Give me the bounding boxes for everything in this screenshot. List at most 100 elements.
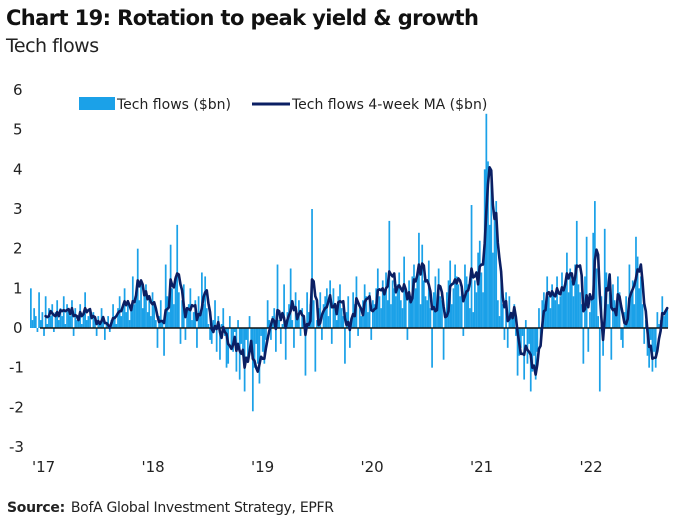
- bar: [33, 308, 36, 328]
- bar: [344, 328, 346, 364]
- bar: [240, 328, 243, 344]
- bar: [197, 296, 200, 328]
- bar: [43, 328, 45, 336]
- bar: [335, 320, 338, 328]
- bar: [76, 320, 78, 328]
- bar: [564, 280, 567, 328]
- bar: [547, 296, 550, 328]
- bar: [215, 328, 218, 352]
- bar: [301, 308, 304, 328]
- bar: [99, 324, 101, 328]
- bar: [422, 280, 425, 328]
- bar: [61, 316, 63, 328]
- bar: [664, 312, 667, 328]
- bar: [196, 328, 198, 348]
- bar: [53, 328, 55, 332]
- bar: [141, 308, 144, 328]
- bar: [633, 304, 636, 328]
- bar: [416, 272, 419, 328]
- bar: [380, 308, 382, 328]
- bar: [322, 304, 325, 328]
- bar: [82, 312, 85, 328]
- bar: [207, 324, 210, 328]
- bar: [225, 328, 228, 368]
- bar: [108, 328, 111, 332]
- bar: [442, 328, 445, 360]
- bar: [401, 308, 404, 328]
- bar: [360, 316, 363, 328]
- bar: [102, 320, 105, 328]
- bar: [230, 328, 233, 348]
- bar: [69, 316, 72, 328]
- bar: [339, 284, 341, 328]
- bar: [589, 312, 591, 328]
- bar: [473, 280, 476, 328]
- bar: [577, 284, 580, 328]
- bar: [630, 292, 632, 328]
- bar: [312, 300, 315, 328]
- bar: [638, 288, 641, 328]
- bar: [250, 328, 253, 348]
- bar: [62, 296, 65, 328]
- bar: [501, 304, 504, 328]
- bar: [625, 296, 627, 328]
- bar: [626, 320, 629, 328]
- bar: [253, 328, 256, 368]
- bar: [608, 292, 611, 328]
- bar: [279, 328, 282, 344]
- bar: [559, 296, 562, 328]
- bar: [133, 304, 136, 328]
- y-tick-label: 5: [13, 121, 23, 139]
- bar: [273, 308, 276, 328]
- bar: [34, 316, 37, 328]
- bar: [503, 328, 506, 340]
- bar: [666, 308, 669, 328]
- bar: [557, 304, 560, 328]
- bar: [357, 328, 359, 336]
- chart-title: Chart 19: Rotation to peak yield & growt…: [6, 6, 479, 30]
- bar: [255, 328, 257, 344]
- bar: [551, 284, 553, 328]
- bar: [316, 320, 318, 328]
- legend-label-tech-flows-ma: Tech flows 4-week MA ($bn): [291, 97, 487, 113]
- bar: [590, 296, 593, 328]
- bar: [192, 312, 195, 328]
- bar: [524, 320, 527, 328]
- bar: [304, 328, 307, 376]
- bar: [291, 320, 294, 328]
- bar-series-tech-flows: [30, 113, 669, 412]
- bar: [278, 320, 281, 328]
- bar: [528, 328, 530, 344]
- bar: [125, 312, 128, 328]
- bar: [59, 308, 62, 328]
- bar: [582, 328, 585, 364]
- bar: [105, 324, 108, 328]
- bar: [145, 284, 147, 328]
- bar: [566, 252, 568, 328]
- bar: [444, 312, 447, 328]
- bar: [462, 328, 465, 336]
- bar: [49, 316, 52, 328]
- bar: [636, 256, 639, 328]
- bar: [184, 328, 187, 340]
- bar: [621, 328, 624, 348]
- bar: [296, 316, 299, 328]
- bar: [561, 272, 563, 328]
- bar: [265, 328, 267, 340]
- bar: [472, 312, 475, 328]
- bar: [424, 296, 427, 328]
- bar: [395, 296, 397, 328]
- bar: [120, 316, 123, 328]
- bar: [191, 320, 193, 328]
- bar: [641, 304, 644, 328]
- x-tick-label: '21: [470, 458, 493, 476]
- bar: [77, 316, 80, 328]
- y-tick-label: 3: [13, 200, 23, 218]
- bar: [487, 161, 489, 328]
- bar: [403, 256, 405, 328]
- bar: [520, 328, 522, 348]
- bar: [612, 284, 614, 328]
- bar: [597, 316, 600, 328]
- y-tick-label: 4: [13, 160, 23, 178]
- bar: [488, 224, 491, 328]
